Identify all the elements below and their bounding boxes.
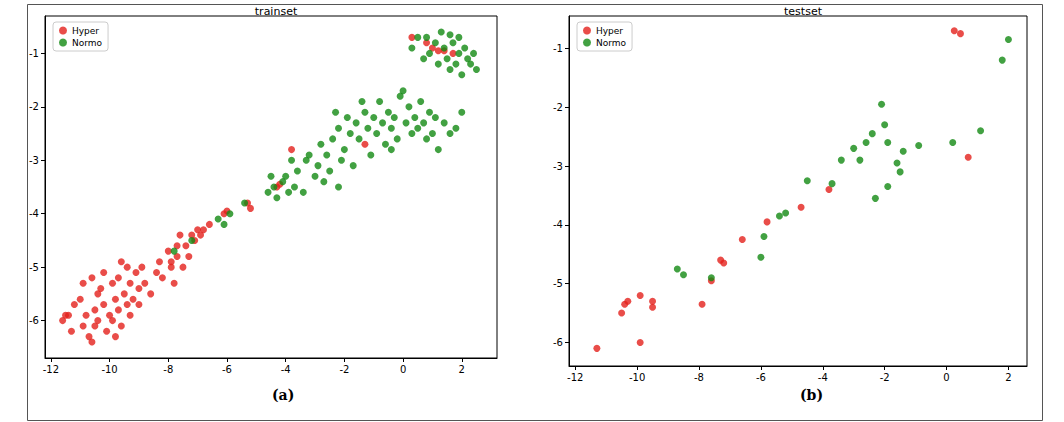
- svg-text:-6: -6: [756, 372, 766, 383]
- svg-text:Hyper: Hyper: [596, 26, 623, 36]
- svg-text:-4: -4: [818, 372, 828, 383]
- svg-text:Hyper: Hyper: [72, 26, 99, 36]
- svg-text:-6: -6: [29, 315, 39, 326]
- svg-text:(a): (a): [272, 387, 294, 403]
- svg-text:0: 0: [400, 364, 406, 375]
- svg-text:-5: -5: [29, 262, 39, 273]
- svg-text:-5: -5: [553, 278, 563, 289]
- svg-text:-3: -3: [29, 155, 39, 166]
- svg-text:-10: -10: [101, 364, 117, 375]
- svg-text:-3: -3: [553, 161, 563, 172]
- svg-text:trainset: trainset: [255, 5, 298, 18]
- svg-text:-6: -6: [222, 364, 232, 375]
- svg-text:testset: testset: [784, 5, 823, 18]
- svg-text:-2: -2: [29, 101, 39, 112]
- svg-text:Normo: Normo: [72, 38, 103, 48]
- svg-text:-2: -2: [880, 372, 890, 383]
- svg-text:-2: -2: [553, 102, 563, 113]
- svg-text:-8: -8: [694, 372, 704, 383]
- svg-text:-1: -1: [29, 48, 39, 59]
- svg-text:-12: -12: [567, 372, 583, 383]
- svg-text:-10: -10: [629, 372, 645, 383]
- svg-text:-12: -12: [43, 364, 59, 375]
- svg-text:-4: -4: [553, 219, 563, 230]
- svg-text:-8: -8: [163, 364, 173, 375]
- svg-text:(b): (b): [800, 387, 823, 403]
- svg-text:Normo: Normo: [596, 38, 627, 48]
- svg-text:-2: -2: [339, 364, 349, 375]
- svg-text:-6: -6: [553, 337, 563, 348]
- svg-text:-4: -4: [281, 364, 291, 375]
- svg-text:-4: -4: [29, 208, 39, 219]
- svg-text:2: 2: [459, 364, 465, 375]
- svg-text:2: 2: [1005, 372, 1011, 383]
- svg-text:-1: -1: [553, 43, 563, 54]
- svg-text:0: 0: [943, 372, 949, 383]
